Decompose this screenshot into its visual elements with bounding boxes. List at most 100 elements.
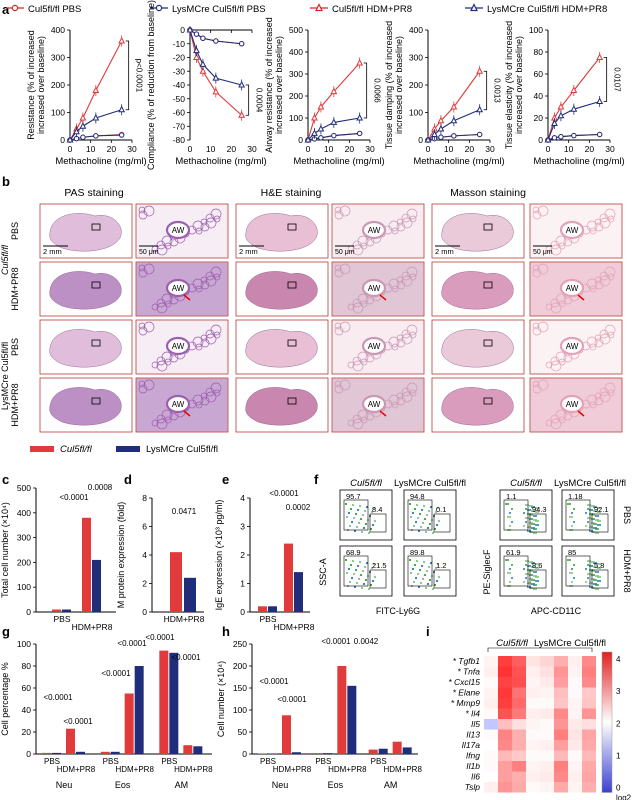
heatmap-cell — [554, 687, 568, 698]
gate — [565, 555, 591, 587]
event-dot — [426, 570, 428, 572]
x-axis-label: Methacholine (mg/ml) — [413, 156, 504, 167]
data-point — [451, 133, 457, 139]
bar — [82, 517, 91, 612]
event-dot — [355, 513, 357, 515]
bar-chart-d: 0 2 4 6 8 M protein expression (fold) HDM+PR8 0… — [116, 493, 205, 624]
arrow — [379, 410, 387, 417]
y-tick-label: 100 — [233, 705, 247, 715]
event-dot — [346, 516, 348, 518]
heatmap-cell — [512, 729, 526, 740]
data-point — [476, 105, 484, 113]
event-dot — [597, 511, 599, 513]
event-dot — [345, 559, 347, 561]
event-dot — [511, 577, 513, 579]
heatmap-cell — [540, 687, 554, 698]
cell-type-label: Neu — [56, 780, 73, 790]
gene-label: * Elane — [453, 688, 481, 698]
event-dot — [435, 567, 437, 569]
colorbar-tick: 0 — [616, 784, 621, 793]
event-dot — [587, 504, 589, 506]
y-tick-label: 400 — [409, 25, 423, 35]
gene-label: Il1b — [466, 761, 480, 771]
heatmap-cell — [582, 656, 596, 667]
y-tick-label: -20 — [173, 53, 186, 63]
bar — [124, 693, 134, 754]
alveolus — [138, 322, 146, 330]
event-dot — [589, 530, 591, 532]
event-dot — [595, 519, 597, 521]
x-group-label: PBS — [161, 757, 177, 766]
colorbar-label: log2 — [616, 794, 632, 800]
event-dot — [437, 507, 439, 509]
data-point — [356, 58, 364, 66]
event-dot — [412, 512, 414, 514]
lung-section — [245, 329, 318, 368]
event-dot — [531, 583, 533, 585]
bar — [184, 577, 196, 612]
colorbar-tick: 4 — [616, 655, 621, 664]
heatmap-cell — [540, 750, 554, 761]
event-dot — [595, 575, 597, 577]
alveolus — [391, 285, 399, 293]
alveolus — [532, 206, 540, 214]
event-dot — [531, 527, 533, 529]
event-dot — [523, 512, 525, 514]
airway-label: AW — [172, 226, 185, 235]
event-dot — [351, 577, 353, 579]
event-dot — [587, 521, 589, 523]
gate-value: 85 — [568, 548, 576, 557]
significance-bracket — [245, 84, 250, 116]
alveolus — [151, 303, 159, 311]
heatmap-cell — [540, 740, 554, 751]
p-value: 0.0107 — [613, 67, 622, 92]
heatmap-cell — [526, 687, 540, 698]
gate — [503, 555, 529, 587]
event-dot — [356, 582, 358, 584]
x-group-label: PBS — [260, 757, 276, 766]
event-dot — [597, 580, 599, 582]
gate-value: 8.6 — [532, 561, 542, 570]
data-point — [331, 132, 337, 139]
stain-header: PAS staining — [64, 187, 123, 199]
gene-label: * Mmp9 — [451, 698, 481, 708]
zoom-box — [483, 223, 493, 231]
cell-type-label: AM — [384, 780, 398, 790]
x-tick-label: 20 — [465, 144, 475, 154]
heatmap-cell — [498, 687, 512, 698]
event-dot — [511, 564, 513, 566]
x-tick-label: 10 — [86, 144, 96, 154]
event-dot — [415, 577, 417, 579]
histology-image: AW — [135, 261, 229, 317]
heatmap-cell — [498, 750, 512, 761]
y-axis-label-line: increased over baseline) — [394, 36, 404, 134]
plot-frame — [339, 489, 393, 541]
event-dot — [415, 521, 417, 523]
flow-plot: 1.1 94.3 — [499, 489, 553, 541]
bar — [52, 609, 61, 612]
bar — [169, 652, 179, 754]
event-dot — [535, 567, 537, 569]
x-tick-label: 0 — [546, 144, 551, 154]
event-dot — [413, 525, 415, 527]
alveolus — [347, 419, 355, 427]
alveolus — [594, 338, 604, 348]
alveolus — [589, 285, 597, 293]
gate-value: 89.8 — [410, 548, 425, 557]
heatmap-cell — [484, 708, 498, 719]
alveolus — [334, 384, 344, 394]
heatmap-cell — [526, 771, 540, 782]
y-tick-label: 60 — [534, 69, 544, 79]
bar — [193, 746, 203, 754]
gate-value: 5.8 — [594, 561, 604, 570]
legend-marker — [315, 3, 323, 12]
plot-frame — [339, 545, 393, 597]
y-tick-label: 0 — [60, 135, 65, 145]
histology-image: 2 mm — [39, 203, 133, 259]
heatmap-cell — [582, 708, 596, 719]
event-dot — [597, 588, 599, 590]
x-group-label: HDM+PR8 — [72, 622, 113, 632]
alveolus — [352, 244, 364, 256]
data-point — [304, 135, 312, 143]
event-dot — [537, 507, 539, 509]
